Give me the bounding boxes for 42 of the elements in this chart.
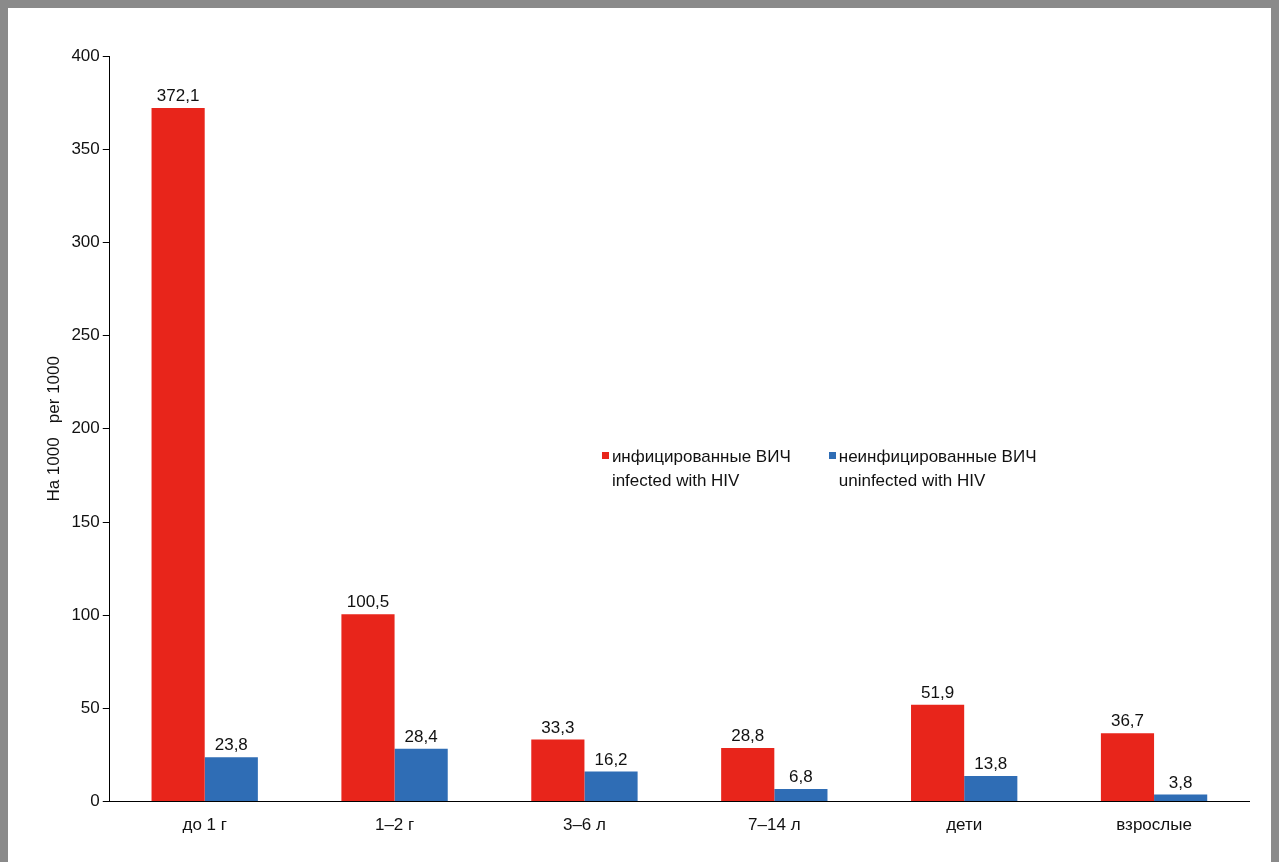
x-tick-label: 7–14 л [748, 815, 801, 835]
legend-label: инфицированные ВИЧ infected with HIV [611, 445, 791, 492]
y-tick-label: 250 [71, 325, 100, 345]
data-label: 3,8 [1168, 772, 1193, 792]
data-label: 16,2 [594, 749, 628, 769]
x-tick-label: взрослые [1116, 815, 1192, 835]
data-label: 13,8 [974, 754, 1008, 774]
y-tick-label: 0 [90, 791, 100, 811]
bar [964, 775, 1018, 802]
bar [341, 614, 395, 802]
data-label: 6,8 [789, 767, 813, 787]
bar [774, 788, 828, 802]
bar [1154, 794, 1208, 802]
y-tick-label: 100 [71, 604, 100, 624]
y-tick-label: 300 [71, 232, 100, 252]
x-tick-label: 1–2 г [374, 815, 415, 835]
bar [151, 108, 205, 802]
bar [531, 739, 585, 802]
y-tick-label: 200 [71, 418, 100, 438]
bar [1100, 733, 1155, 802]
x-tick-label: до 1 г [182, 815, 227, 835]
data-label: 100,5 [346, 592, 390, 612]
bar [584, 771, 638, 802]
data-label: 36,7 [1110, 711, 1145, 731]
bar [721, 747, 775, 802]
data-label: 28,4 [404, 726, 438, 746]
data-label: 33,3 [541, 717, 575, 737]
y-tick-label: 150 [71, 511, 100, 531]
bar [911, 704, 965, 802]
x-tick-label: 3–6 л [562, 815, 606, 835]
x-tick-label: дети [946, 815, 983, 835]
data-label: 51,9 [921, 683, 955, 703]
legend-label: неинфицированные ВИЧ uninfected with HIV [838, 445, 1037, 492]
data-label: 28,8 [731, 726, 765, 746]
y-axis-title: На 1000 per 1000 [43, 356, 63, 502]
bar [204, 757, 258, 802]
y-tick-label: 50 [80, 698, 100, 718]
y-tick-label: 400 [71, 45, 100, 65]
data-label: 23,8 [214, 735, 248, 755]
data-label: 372,1 [156, 86, 200, 106]
y-tick-label: 350 [71, 138, 100, 158]
bar [394, 748, 448, 802]
